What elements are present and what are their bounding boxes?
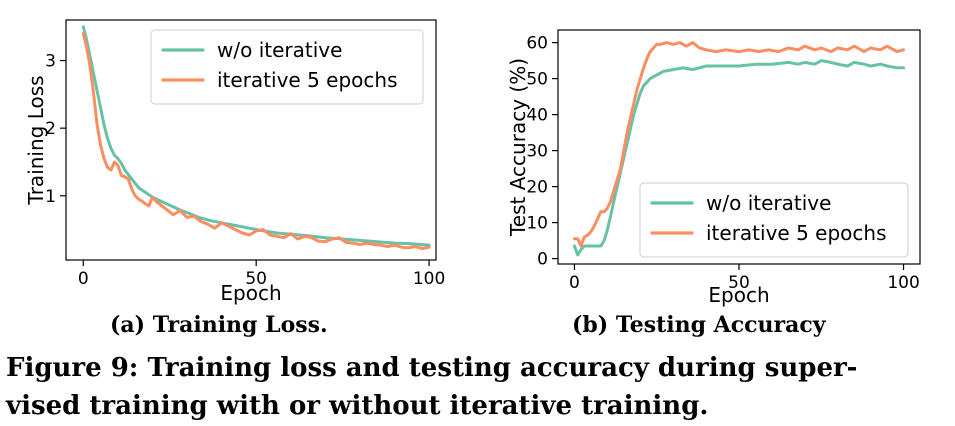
accuracy-x-axis-label: Epoch [708,283,769,307]
test-accuracy-chart: 0 50 100 0 10 20 30 40 50 60 Epoch Test Accuracy (%… [506,29,921,307]
loss-legend-box [150,29,424,105]
subcaption-b: (b) Testing Accuracy [572,312,826,338]
caption-line-1: Figure 9: Training loss and testing accu… [6,353,858,383]
loss-y-axis-label: Training Loss [24,75,48,205]
loss-axes-frame [65,19,437,261]
loss-legend-label-2: iterative 5 epochs [217,68,398,92]
training-loss-chart: 0 50 100 1 2 3 Epoch Training Loss w/o iterative… [24,19,445,305]
loss-x-axis-label: Epoch [220,281,281,305]
accuracy-x-tick-label: 50 [728,273,750,293]
accuracy-y-tick-label: 0 [537,250,548,270]
accuracy-y-tick-label: 40 [526,106,548,126]
loss-x-tick-label: 100 [413,269,445,289]
accuracy-y-tick-label: 20 [526,178,548,198]
subcaption-a: (a) Training Loss. [110,312,328,338]
accuracy-y-tick-label: 50 [526,70,548,90]
accuracy-y-axis-label: Test Accuracy (%) [506,58,530,237]
accuracy-y-tick-label: 10 [526,214,548,234]
accuracy-legend-label-1: w/o iterative [706,191,831,215]
accuracy-y-tick-label: 60 [526,34,548,54]
loss-x-tick-label: 0 [78,269,89,289]
loss-y-tick-label: 1 [45,187,56,207]
caption-line-2: vised training with or without iterative… [6,391,709,421]
loss-y-tick-label: 3 [45,52,56,72]
loss-series-line-2 [81,32,431,250]
accuracy-series-line-1 [573,59,905,257]
accuracy-series-line-2 [573,41,905,248]
loss-legend-label-1: w/o iterative [217,38,342,62]
accuracy-legend-box [639,182,909,258]
loss-series-line-1 [81,25,431,247]
loss-legend: w/o iterative iterative 5 epochs [150,29,424,105]
loss-x-tick-label: 50 [245,269,267,289]
figure-caption: Figure 9: Training loss and testing accu… [6,349,951,425]
accuracy-x-tick-label: 100 [887,273,919,293]
accuracy-legend: w/o iterative iterative 5 epochs [639,182,909,258]
accuracy-x-tick-label: 0 [569,273,580,293]
accuracy-y-tick-label: 30 [526,142,548,162]
loss-y-tick-label: 2 [45,119,56,139]
accuracy-legend-label-2: iterative 5 epochs [706,221,887,245]
